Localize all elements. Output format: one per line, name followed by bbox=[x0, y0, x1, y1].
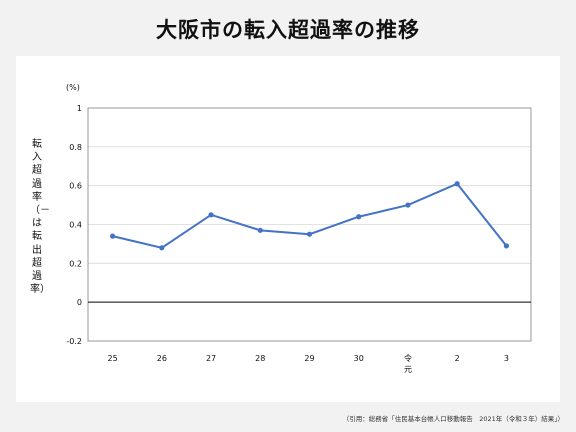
data-point bbox=[257, 227, 263, 233]
series-line bbox=[112, 182, 508, 249]
data-point bbox=[306, 231, 313, 237]
data-point bbox=[454, 181, 460, 187]
data-point bbox=[208, 212, 214, 218]
y-tick-label: 0.2 bbox=[69, 259, 82, 268]
y-tick-label: 1 bbox=[77, 104, 82, 113]
chart-title: 大阪市の転入超過率の推移 bbox=[156, 18, 420, 42]
y-tick-label: 0.8 bbox=[69, 143, 82, 152]
data-point bbox=[110, 233, 116, 239]
y-axis-label: 転入超過率（－は転出超過率） bbox=[30, 139, 50, 296]
y-tick-label: -0.2 bbox=[66, 337, 82, 346]
data-point bbox=[356, 214, 362, 220]
y-axis-unit: (%) bbox=[66, 83, 80, 92]
data-point bbox=[503, 243, 509, 249]
data-point bbox=[159, 245, 165, 251]
x-tick-label: 27 bbox=[206, 354, 216, 363]
x-tick-label: 26 bbox=[157, 354, 167, 363]
source-citation: （引用：総務省「住民基本台帳人口移動報告 2021年（令和３年）結果」） bbox=[342, 415, 564, 423]
x-tick-label: 28 bbox=[255, 354, 265, 363]
x-tick-label: 30 bbox=[354, 354, 364, 363]
x-tick-label: 令元 bbox=[404, 353, 412, 374]
y-tick-label: 0.4 bbox=[69, 221, 82, 230]
chart-panel bbox=[16, 56, 560, 402]
x-tick-label: 2 bbox=[455, 354, 460, 363]
x-tick-label: 3 bbox=[504, 354, 509, 363]
data-point bbox=[405, 202, 411, 208]
x-tick-label: 25 bbox=[108, 354, 118, 363]
plot-area-frame bbox=[87, 107, 532, 342]
x-tick-label: 29 bbox=[304, 354, 314, 363]
y-tick-label: 0 bbox=[77, 298, 82, 307]
y-tick-label: 0.6 bbox=[69, 182, 82, 191]
